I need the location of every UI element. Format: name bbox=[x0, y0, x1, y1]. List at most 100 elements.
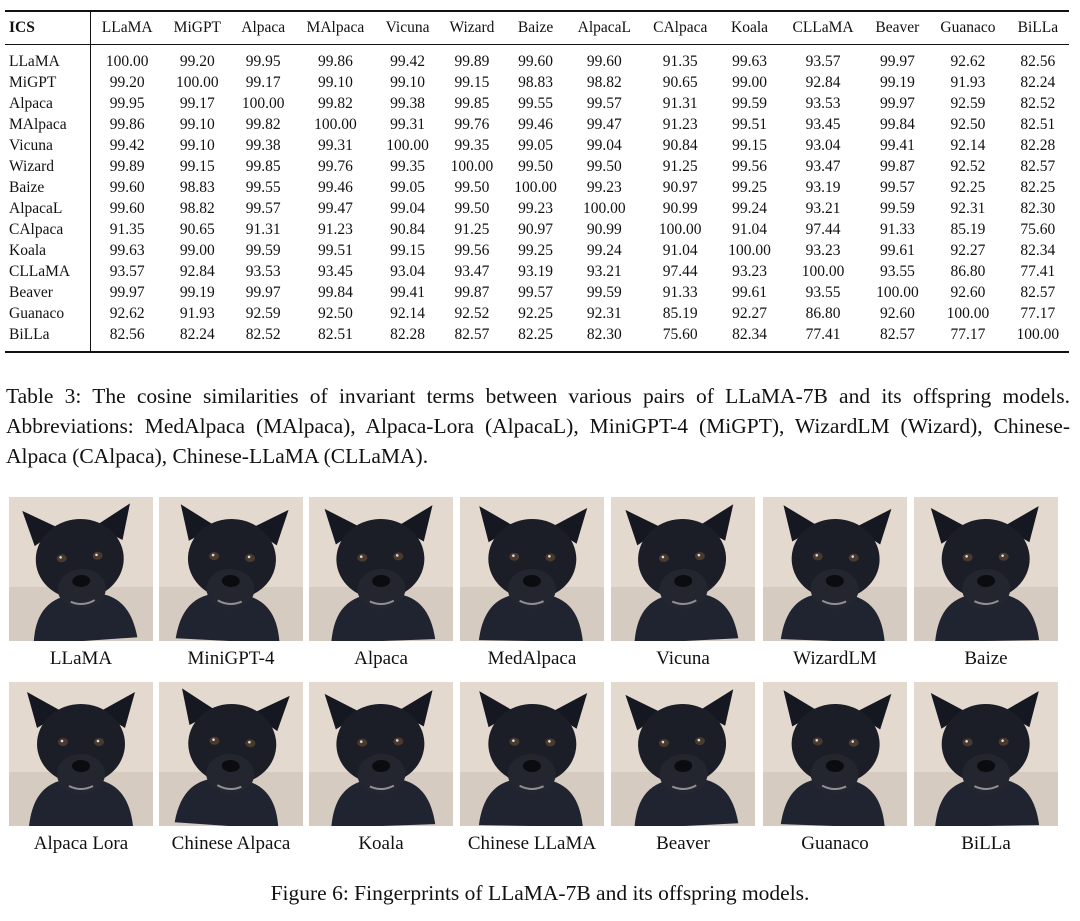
table-cell: 92.25 bbox=[950, 179, 986, 196]
table-cell: 92.25 bbox=[518, 305, 553, 322]
table-cell: 77.41 bbox=[805, 326, 841, 343]
table-cell: 99.84 bbox=[879, 116, 915, 133]
table-cell: 85.19 bbox=[950, 221, 986, 238]
table-cell: 99.10 bbox=[179, 137, 215, 154]
table-cell: 92.84 bbox=[179, 263, 215, 280]
row-header: Guanaco bbox=[5, 303, 92, 324]
table-cell: 99.61 bbox=[879, 242, 915, 259]
fingerprint-label: BiLLa bbox=[961, 833, 1011, 854]
column-header: CAlpaca bbox=[642, 11, 719, 45]
table-cell: 100.00 bbox=[105, 53, 149, 70]
table-cell: 99.76 bbox=[454, 116, 490, 133]
column-header: MiGPT bbox=[163, 11, 232, 45]
table-row: MAlpaca 99.86 99.10 99.82 100.00 99.31 99.76 99… bbox=[5, 114, 1069, 135]
table-cell: 99.87 bbox=[454, 284, 490, 301]
row-header: Wizard bbox=[5, 156, 92, 177]
table-cell: 99.24 bbox=[586, 242, 622, 259]
table-cell: 100.00 bbox=[514, 179, 557, 196]
table-cell: 99.97 bbox=[879, 95, 915, 112]
table-cell: 92.50 bbox=[317, 305, 353, 322]
table-cell: 99.05 bbox=[390, 179, 425, 196]
fingerprint-grid: LLaMA MiniGPT-4 Alpaca MedAlpaca Vicuna Wizar… bbox=[9, 497, 1073, 867]
table-row: Vicuna 99.42 99.10 99.38 99.31 100.00 99.35 99.… bbox=[5, 135, 1069, 156]
table-cell: 99.82 bbox=[245, 116, 281, 133]
fingerprint-item: Baize bbox=[914, 497, 1058, 682]
column-header: AlpacaL bbox=[566, 11, 643, 45]
table-cell: 99.56 bbox=[732, 158, 767, 175]
table-cell: 100.00 bbox=[946, 305, 990, 322]
fingerprint-row: Alpaca Lora Chinese Alpaca Koala Chinese LL… bbox=[9, 682, 1073, 867]
table-cell: 90.97 bbox=[662, 179, 698, 196]
table-cell: 91.33 bbox=[662, 284, 698, 301]
dog-fingerprint-image bbox=[460, 682, 604, 826]
table-cell: 77.17 bbox=[1020, 305, 1056, 322]
table-cell: 86.80 bbox=[805, 305, 841, 322]
table-cell: 93.57 bbox=[805, 53, 841, 70]
column-header: Alpaca bbox=[231, 11, 296, 45]
table-cell: 91.25 bbox=[662, 158, 698, 175]
table-cell: 99.50 bbox=[586, 158, 622, 175]
table-cell: 99.63 bbox=[109, 242, 145, 259]
table-cell: 99.04 bbox=[390, 200, 425, 217]
table-cell: 82.30 bbox=[586, 326, 622, 343]
table-cell: 92.31 bbox=[950, 200, 986, 217]
table-row: Baize 99.60 98.83 99.55 99.46 99.05 99.50 100.0… bbox=[5, 177, 1069, 198]
fingerprint-item: Alpaca bbox=[309, 497, 453, 682]
dog-fingerprint-image bbox=[611, 682, 755, 826]
table-cell: 92.60 bbox=[950, 284, 986, 301]
table-cell: 90.65 bbox=[179, 221, 215, 238]
dog-fingerprint-image bbox=[159, 682, 303, 826]
table-cell: 90.65 bbox=[662, 74, 698, 91]
row-header: Beaver bbox=[5, 282, 92, 303]
table-cell: 98.83 bbox=[518, 74, 553, 91]
table-cell: 99.97 bbox=[879, 53, 915, 70]
table-cell: 82.51 bbox=[317, 326, 353, 343]
fingerprint-label: Alpaca Lora bbox=[33, 833, 129, 854]
fingerprint-item: WizardLM bbox=[763, 497, 907, 682]
table-cell: 100.00 bbox=[876, 284, 919, 301]
table-cell: 99.41 bbox=[879, 137, 915, 154]
table-cell: 93.47 bbox=[805, 158, 841, 175]
row-header: CLLaMA bbox=[5, 261, 92, 282]
table-cell: 82.34 bbox=[732, 326, 767, 343]
table-cell: 100.00 bbox=[801, 263, 845, 280]
table-cell: 99.10 bbox=[390, 74, 425, 91]
dog-fingerprint-image bbox=[763, 497, 907, 641]
table-cell: 91.93 bbox=[950, 74, 986, 91]
table-cell: 99.25 bbox=[518, 242, 553, 259]
table-cell: 98.83 bbox=[179, 179, 215, 196]
fingerprint-label: Alpaca bbox=[354, 648, 408, 669]
column-header: BiLLa bbox=[1006, 11, 1069, 45]
table-body: LLaMA 100.00 99.20 99.95 99.86 99.42 99.89 99.6… bbox=[5, 44, 1069, 352]
fingerprint-label: WizardLM bbox=[793, 648, 877, 669]
table-cell: 100.00 bbox=[1016, 326, 1060, 343]
table-cell: 82.52 bbox=[1020, 95, 1056, 112]
table-cell: 99.50 bbox=[454, 200, 490, 217]
table-cell: 75.60 bbox=[1020, 221, 1056, 238]
column-header: Beaver bbox=[865, 11, 930, 45]
table-cell: 97.44 bbox=[805, 221, 841, 238]
table-cell: 82.56 bbox=[1020, 53, 1056, 70]
table-cell: 93.21 bbox=[586, 263, 622, 280]
table-cell: 99.55 bbox=[518, 95, 553, 112]
table-cell: 93.19 bbox=[805, 179, 841, 196]
fingerprint-item: Guanaco bbox=[763, 682, 907, 867]
table-cell: 100.00 bbox=[241, 95, 285, 112]
figure-caption: Figure 6: Fingerprints of LLaMA-7B and i… bbox=[270, 881, 810, 905]
table-cell: 99.50 bbox=[454, 179, 490, 196]
table-cell: 99.60 bbox=[109, 200, 145, 217]
dog-fingerprint-image bbox=[9, 682, 153, 826]
table-row: Alpaca 99.95 99.17 100.00 99.82 99.38 99.85 99.… bbox=[5, 93, 1069, 114]
table-cell: 99.59 bbox=[879, 200, 915, 217]
table-row: LLaMA 100.00 99.20 99.95 99.86 99.42 99.89 99.6… bbox=[5, 44, 1069, 72]
table-cell: 99.84 bbox=[317, 284, 353, 301]
row-header: Baize bbox=[5, 177, 92, 198]
table-cell: 99.61 bbox=[732, 284, 767, 301]
table-row: Beaver 99.97 99.19 99.97 99.84 99.41 99.87 99.5… bbox=[5, 282, 1069, 303]
column-header: Guanaco bbox=[929, 11, 1007, 45]
table-cell: 91.25 bbox=[454, 221, 490, 238]
table-cell: 92.60 bbox=[879, 305, 915, 322]
table-cell: 91.33 bbox=[879, 221, 915, 238]
table-cell: 99.60 bbox=[109, 179, 145, 196]
table-cell: 99.95 bbox=[109, 95, 145, 112]
